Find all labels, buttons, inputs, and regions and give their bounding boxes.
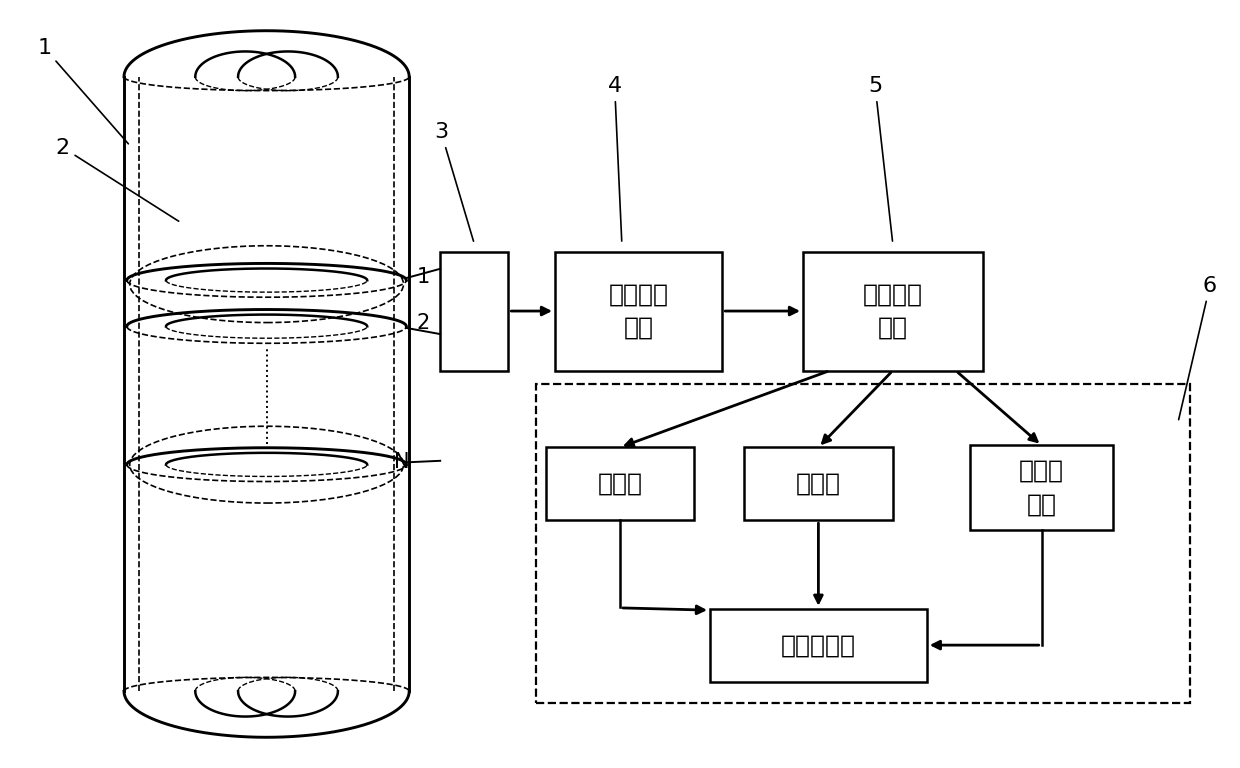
Text: 播种均
匀性: 播种均 匀性 <box>1019 459 1064 516</box>
Text: N: N <box>394 452 409 472</box>
Bar <box>804 252 982 371</box>
Bar <box>744 447 893 521</box>
Text: 1: 1 <box>417 267 429 287</box>
Text: 1: 1 <box>37 38 129 144</box>
Bar <box>546 447 694 521</box>
Text: 信号调理
模块: 信号调理 模块 <box>609 283 668 339</box>
Text: 信号分析
模块: 信号分析 模块 <box>863 283 923 339</box>
Text: 漏播率: 漏播率 <box>598 472 642 496</box>
Bar <box>440 252 508 371</box>
Text: 4: 4 <box>608 76 621 241</box>
Text: 2: 2 <box>417 313 429 333</box>
Bar <box>556 252 722 371</box>
Bar <box>709 608 928 682</box>
Text: 3: 3 <box>434 122 474 241</box>
Text: 5: 5 <box>868 76 893 241</box>
Text: 2: 2 <box>56 137 179 221</box>
Text: 播种合格率: 播种合格率 <box>781 633 856 657</box>
Text: 6: 6 <box>1179 276 1216 419</box>
Bar <box>536 384 1190 703</box>
Text: 重播率: 重播率 <box>796 472 841 496</box>
Bar <box>970 445 1112 530</box>
